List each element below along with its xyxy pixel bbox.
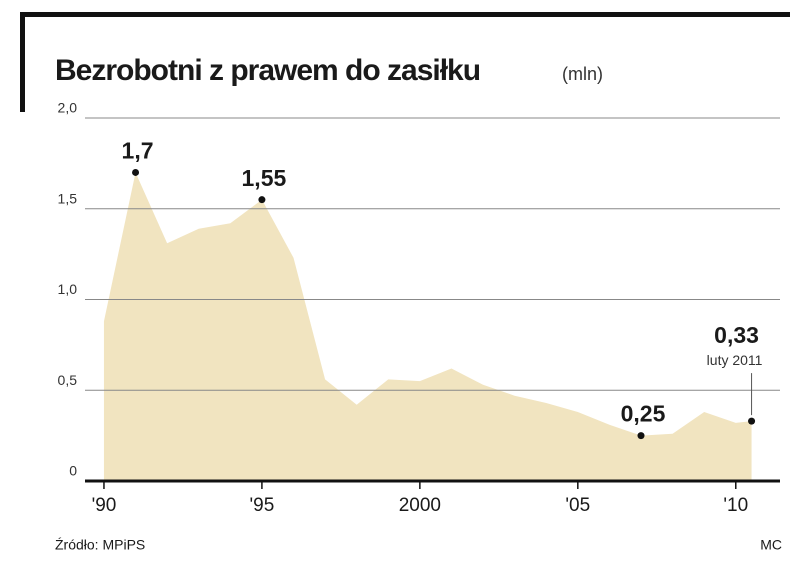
credit: MC (760, 537, 782, 553)
point (132, 168, 140, 176)
y-tick-label: 1,0 (58, 281, 78, 297)
x-tick-label: 2000 (399, 495, 441, 516)
x-tick-label: '95 (250, 495, 275, 516)
value-label: 1,7 (122, 138, 154, 164)
chart-title: Bezrobotni z prawem do zasiłku (55, 54, 480, 87)
annotation: luty 2011 (707, 352, 763, 368)
y-tick-label: 2,0 (58, 100, 78, 116)
source: Źródło: MPiPS (55, 537, 145, 553)
value-label: 0,25 (621, 401, 666, 427)
value-label: 1,55 (242, 165, 287, 191)
chart-subtitle: (mln) (562, 64, 603, 84)
frame-left (20, 12, 25, 112)
y-tick-label: 1,5 (58, 190, 78, 206)
area (103, 172, 752, 481)
x-tick-label: '05 (565, 495, 590, 516)
point (258, 196, 266, 204)
value-label: 0,33 (714, 322, 759, 348)
point (748, 417, 756, 425)
y-tick-label: 0,5 (58, 372, 78, 388)
point (637, 432, 645, 440)
x-tick-label: '10 (723, 495, 748, 516)
y-tick-label: 0 (69, 463, 77, 479)
x-tick-label: '90 (92, 495, 117, 516)
frame-top (22, 12, 790, 17)
